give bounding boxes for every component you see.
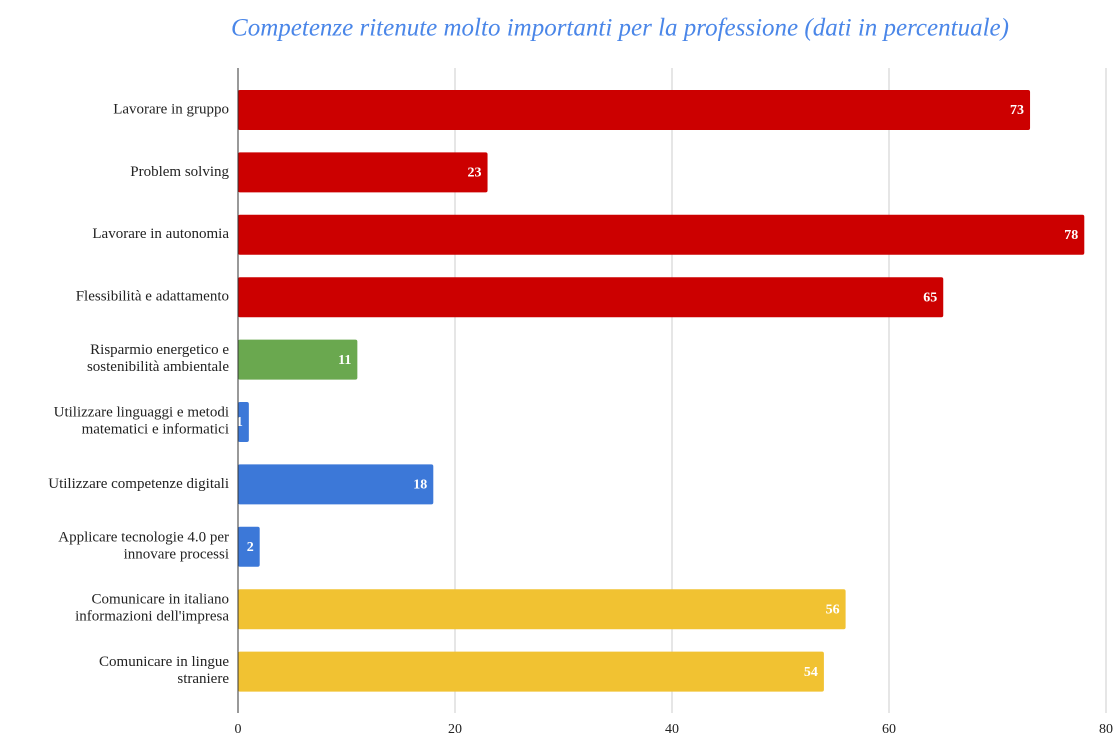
- bar: [238, 277, 944, 318]
- value-label: 23: [468, 166, 482, 181]
- y-tick-label: Utilizzare competenze digitali: [48, 476, 229, 492]
- y-tick-label: Comunicare in lingue straniere: [99, 655, 229, 688]
- x-tick-label: 40: [665, 722, 679, 737]
- value-label: 1: [236, 415, 243, 430]
- bar: [238, 402, 249, 442]
- bar: [238, 90, 1031, 130]
- value-label: 78: [1064, 228, 1078, 243]
- y-tick-label: Comunicare in italiano informazioni dell'…: [75, 592, 229, 625]
- value-label: 18: [413, 478, 427, 493]
- value-label: 73: [1010, 103, 1024, 118]
- y-tick-label: Lavorare in autonomia: [92, 226, 229, 242]
- x-tick-label: 20: [448, 722, 462, 737]
- y-tick-label: Risparmio energetico e sostenibilità ambi…: [87, 343, 229, 376]
- bar: [238, 464, 434, 505]
- bar: [238, 152, 488, 193]
- x-tick-label: 0: [235, 722, 242, 737]
- bar: [238, 339, 358, 380]
- value-label: 11: [338, 353, 351, 368]
- value-label: 56: [826, 602, 840, 617]
- x-tick-label: 80: [1099, 722, 1113, 737]
- bar: [238, 589, 846, 630]
- x-tick-label: 60: [882, 722, 896, 737]
- bar: [238, 526, 260, 567]
- chart-title: Competenze ritenute molto importanti per…: [231, 15, 1009, 42]
- y-tick-label: Utilizzare linguaggi e metodi matematici …: [54, 405, 229, 438]
- bar: [238, 214, 1085, 255]
- y-tick-label: Problem solving: [130, 164, 229, 180]
- y-tick-label: Flessibilità e adattamento: [76, 289, 229, 305]
- bar: [238, 651, 824, 692]
- value-label: 65: [923, 290, 937, 305]
- value-label: 54: [804, 665, 818, 680]
- y-tick-label: Lavorare in gruppo: [113, 101, 229, 117]
- value-label: 2: [247, 540, 254, 555]
- y-tick-label: Applicare tecnologie 4.0 per innovare pro…: [58, 530, 229, 563]
